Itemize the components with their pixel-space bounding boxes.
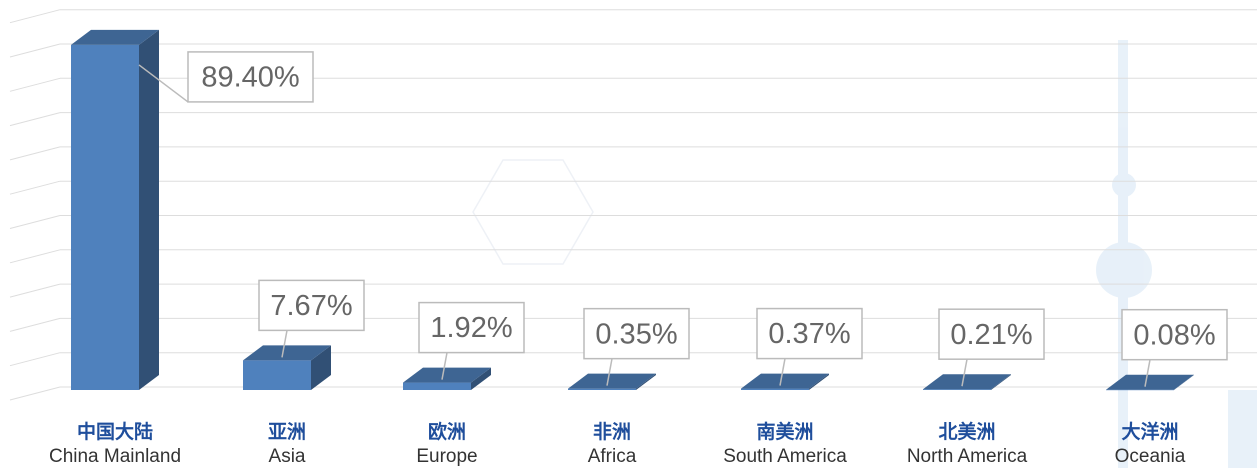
category-label: 北美洲 (938, 420, 995, 443)
bar-top (568, 374, 656, 389)
value-label: 1.92% (430, 312, 512, 344)
category-subtitle: North America (907, 446, 1028, 467)
grid-line (10, 353, 60, 366)
category-subtitle: Asia (269, 446, 306, 467)
bar (71, 30, 159, 390)
bar-top (741, 374, 829, 389)
category-subtitle: China Mainland (49, 446, 181, 467)
bar-front (243, 360, 311, 390)
grid-line (10, 250, 60, 263)
category-label: 非洲 (593, 421, 631, 443)
bar-side (139, 30, 159, 390)
grid-line (10, 78, 60, 91)
grid-line (10, 387, 60, 400)
value-label: 0.21% (950, 319, 1032, 351)
chart: 89.40% 中国大陆 China Mainland 7.67% 亚洲 Asia 1.92%… (0, 0, 1257, 468)
value-label: 0.37% (768, 318, 850, 350)
grid-line (10, 216, 60, 229)
category-label: 南美洲 (756, 420, 813, 443)
bar-front (1106, 390, 1174, 391)
grid-line (10, 181, 60, 194)
category-label: 亚洲 (268, 421, 306, 443)
value-label: 0.35% (595, 318, 677, 350)
grid-line (10, 284, 60, 297)
bar-front (403, 383, 471, 390)
category-label: 大洋洲 (1121, 420, 1178, 443)
labels: 89.40% 中国大陆 China Mainland 7.67% 亚洲 Asia 1.92%… (49, 52, 1227, 467)
value-label: 0.08% (1133, 319, 1215, 351)
bar (741, 374, 829, 390)
bar-front (71, 45, 139, 390)
bar (923, 374, 1011, 390)
bar (243, 345, 331, 390)
value-label: 7.67% (270, 290, 352, 322)
category-subtitle: South America (723, 446, 847, 467)
bar (568, 374, 656, 390)
grid-line (10, 10, 60, 23)
category-label: 欧洲 (428, 420, 466, 443)
category-subtitle: Europe (416, 446, 477, 467)
bar-front (923, 389, 991, 390)
background-decoration (473, 40, 1257, 468)
bar-front (568, 389, 636, 390)
category-label: 中国大陆 (77, 420, 153, 443)
value-label: 89.40% (201, 62, 299, 94)
bar-front (741, 389, 809, 390)
category-subtitle: Africa (588, 446, 637, 467)
grid-line (10, 318, 60, 331)
grid-line (10, 113, 60, 126)
grid-line (10, 44, 60, 57)
grid-line (10, 147, 60, 160)
category-subtitle: Oceania (1115, 446, 1186, 467)
